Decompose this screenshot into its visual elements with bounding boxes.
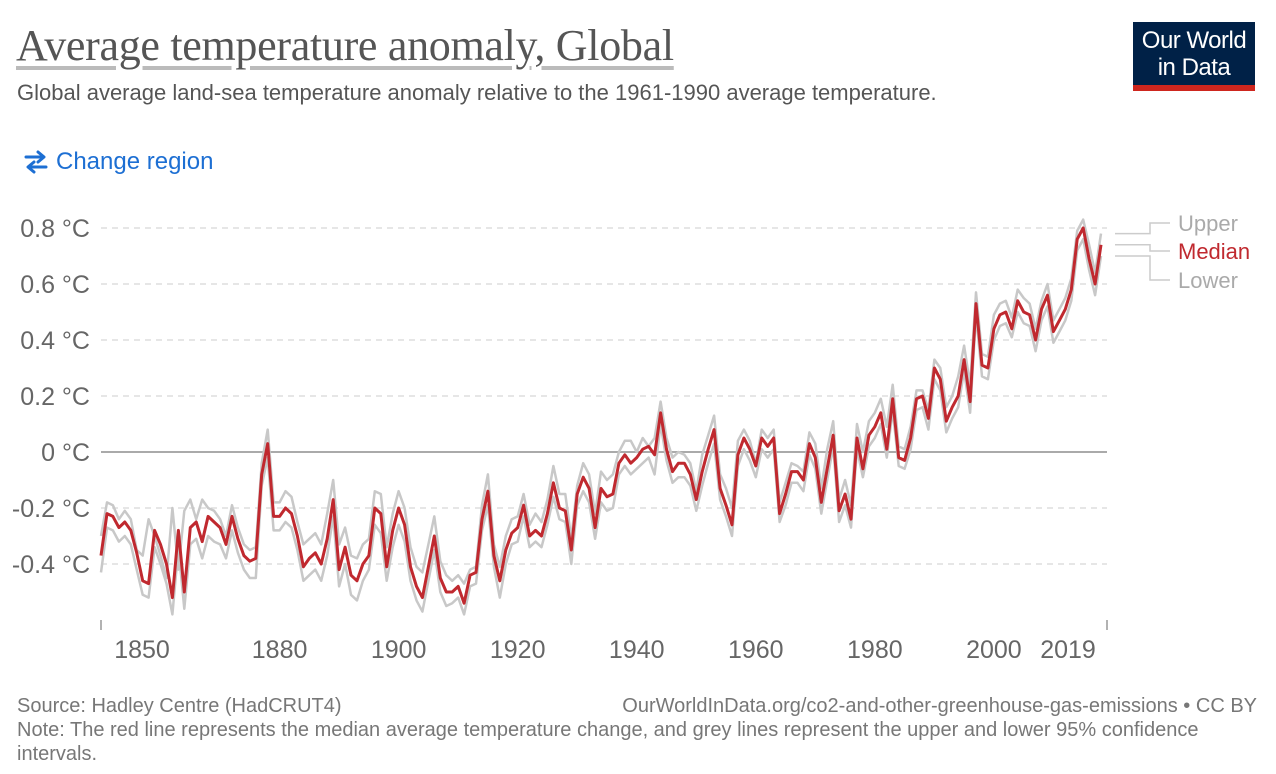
series-line-upper — [99, 218, 1103, 585]
legend-connector — [1115, 244, 1170, 252]
x-tick-label: 2000 — [966, 636, 1022, 664]
legend-connector — [1115, 222, 1170, 235]
x-tick-label: 1960 — [728, 636, 784, 664]
x-tick-label: 1980 — [847, 636, 903, 664]
y-tick-label: 0.4 °C — [20, 327, 90, 355]
y-tick-label: 0.6 °C — [20, 271, 90, 299]
owid-logo[interactable]: Our World in Data — [1133, 22, 1255, 91]
legend-label-median: Median — [1178, 239, 1250, 264]
source-text: Source: Hadley Centre (HadCRUT4) — [17, 695, 342, 717]
logo-line-2: in Data — [1157, 54, 1231, 81]
x-tick-label: 1850 — [114, 636, 170, 664]
series-lines — [99, 218, 1103, 616]
y-tick-label: -0.4 °C — [12, 551, 90, 579]
legend-label-upper: Upper — [1178, 211, 1238, 236]
logo-line-1: Our World — [1141, 27, 1247, 54]
series-line-lower — [99, 237, 1103, 616]
license-text: CC BY — [1195, 695, 1257, 717]
change-region-label: Change region — [56, 148, 214, 175]
y-tick-label: -0.2 °C — [12, 495, 90, 523]
legend-label-lower: Lower — [1178, 268, 1238, 293]
y-axis-ticks: -0.4 °C -0.2 °C 0 °C 0.2 °C 0.4 °C 0.6 °C 0.8 … — [12, 215, 90, 579]
x-tick-label: 1920 — [490, 636, 546, 664]
x-tick-label: 1880 — [252, 636, 308, 664]
line-chart[interactable]: -0.4 °C -0.2 °C 0 °C 0.2 °C 0.4 °C 0.6 °C 0.8 … — [0, 200, 1276, 670]
chart-title: Average temperature anomaly, Global — [16, 21, 674, 70]
chart-footer: Source: Hadley Centre (HadCRUT4) OurWorl… — [17, 695, 1257, 765]
y-tick-label: 0.8 °C — [20, 215, 90, 243]
y-tick-label: 0.2 °C — [20, 383, 90, 411]
y-tick-label: 0 °C — [41, 439, 90, 467]
change-region-button[interactable]: Change region — [22, 148, 213, 176]
source-link[interactable]: OurWorldInData.org/co2-and-other-greenho… — [622, 695, 1178, 717]
x-tick-label: 1900 — [371, 636, 427, 664]
note-text: Note: The red line represents the median… — [17, 719, 1199, 765]
x-axis-ticks: 1850 1880 1900 1920 1940 1960 1980 2000 2019 — [100, 620, 1108, 664]
x-tick-label: 2019 — [1040, 636, 1096, 664]
x-tick-label: 1940 — [609, 636, 665, 664]
chart-subtitle: Global average land-sea temperature anom… — [17, 80, 937, 105]
swap-arrows-icon — [24, 150, 48, 174]
grid-lines — [101, 227, 1107, 565]
legend-connector — [1115, 255, 1170, 281]
series-line-median — [99, 226, 1103, 605]
legend: Upper Median Lower — [1115, 211, 1250, 293]
